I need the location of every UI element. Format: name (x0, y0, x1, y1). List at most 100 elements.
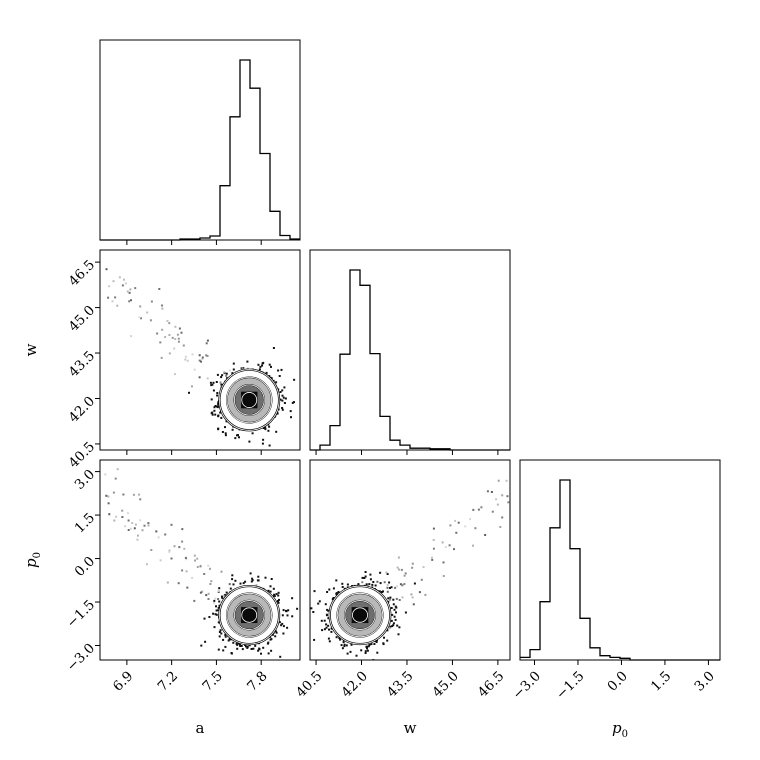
sample-point (208, 616, 211, 618)
sample-point (330, 630, 333, 633)
sample-point (218, 587, 221, 590)
sample-point (501, 516, 504, 519)
sample-point (313, 638, 316, 641)
sample-point (210, 412, 213, 415)
sample-point (138, 316, 141, 319)
sample-point (328, 628, 330, 631)
contour-line-highlight (352, 607, 368, 623)
sample-point (261, 442, 264, 445)
sample-point (392, 624, 395, 627)
sample-point (383, 636, 385, 639)
sample-point (396, 566, 399, 569)
sample-point (113, 519, 116, 522)
sample-point (328, 640, 331, 643)
sample-point (335, 579, 338, 582)
sample-point (124, 282, 127, 285)
sample-point (397, 633, 400, 636)
sample-point (398, 568, 401, 571)
y-tick-label-w: 43.5 (66, 348, 99, 381)
sample-point (323, 619, 326, 622)
sample-point (474, 527, 477, 530)
sample-point (395, 597, 398, 600)
sample-point (234, 437, 237, 440)
sample-point (209, 583, 212, 585)
sample-point (267, 652, 270, 655)
sample-point (325, 626, 328, 629)
sample-point (149, 319, 152, 322)
sample-point (199, 591, 202, 594)
sample-point (424, 593, 427, 596)
sample-point (223, 371, 226, 374)
sample-point (217, 428, 220, 431)
sample-point (284, 397, 287, 400)
sample-point (282, 396, 285, 399)
sample-point (273, 595, 276, 597)
sample-point (173, 347, 176, 350)
sample-point (200, 644, 203, 647)
sample-point (335, 593, 338, 596)
sample-point (216, 373, 219, 376)
sample-point (116, 304, 119, 307)
sample-point (216, 405, 219, 408)
sample-point (206, 355, 209, 357)
sample-point (365, 645, 368, 648)
sample-point (281, 389, 284, 392)
sample-point (262, 427, 265, 429)
sample-point (269, 585, 272, 588)
sample-point (323, 628, 326, 631)
sample-point (469, 518, 472, 521)
sample-point (219, 629, 222, 632)
sample-point (178, 546, 181, 549)
hist-frame-p0 (519, 459, 721, 661)
x-tick-label-a: 7.2 (155, 668, 182, 695)
sample-point (198, 376, 201, 379)
sample-point (391, 613, 394, 616)
sample-point (157, 536, 160, 539)
sample-point (282, 625, 285, 628)
sample-point (264, 428, 267, 431)
contour-line-highlight (233, 600, 265, 630)
sample-point (389, 625, 392, 628)
sample-point (275, 593, 278, 596)
sample-point (327, 609, 330, 612)
sample-point (199, 565, 202, 568)
sample-point (277, 591, 280, 594)
sample-point (317, 602, 320, 605)
sample-point (326, 614, 328, 617)
sample-point (225, 420, 228, 423)
sample-point (273, 593, 276, 596)
sample-point (270, 649, 273, 652)
contour-line-highlight (233, 384, 265, 416)
sample-point (209, 567, 211, 570)
sample-point (327, 637, 330, 640)
sample-point (480, 506, 483, 509)
sample-point (176, 333, 179, 336)
sample-point (324, 603, 327, 606)
sample-point (191, 576, 194, 579)
x-tick-label-p0: 0.0 (604, 668, 631, 695)
sample-point (268, 425, 271, 428)
x-tick-label-w: 40.5 (293, 668, 326, 701)
sample-point (104, 473, 107, 476)
sample-point (387, 597, 390, 600)
sample-point (401, 584, 404, 587)
sample-point (386, 590, 389, 593)
sample-point (241, 648, 244, 651)
sample-point (392, 622, 395, 625)
sample-point (404, 572, 407, 575)
sample-point (395, 611, 397, 614)
sample-point (255, 584, 258, 587)
sample-point (240, 645, 243, 647)
sample-point (228, 583, 231, 586)
sample-point (184, 358, 187, 361)
sample-point (121, 284, 124, 287)
sample-point (158, 288, 161, 290)
sample-point (390, 619, 393, 622)
sample-point (274, 630, 277, 633)
sample-point (130, 335, 133, 338)
sample-point (206, 339, 209, 342)
sample-point (127, 529, 130, 531)
sample-point (150, 300, 153, 303)
sample-point (232, 583, 235, 586)
sample-point (393, 608, 396, 611)
